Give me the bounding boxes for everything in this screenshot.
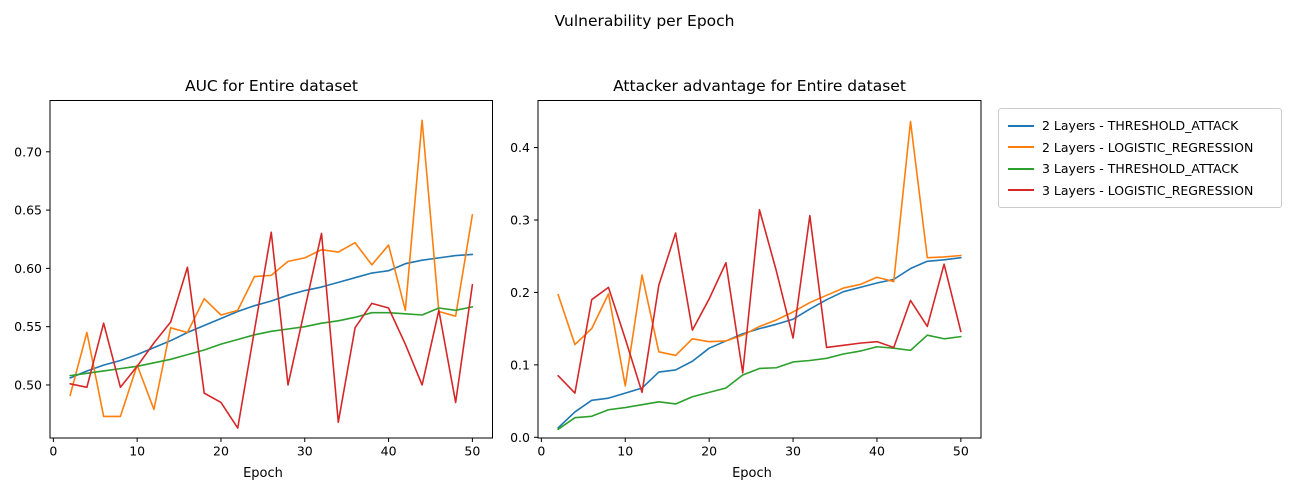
legend-line-swatch [1008, 146, 1034, 149]
legend-item-label: 3 Layers - THRESHOLD_ATTACK [1042, 161, 1239, 177]
x-tick-label: 10 [129, 444, 145, 459]
x-tick-label: 50 [464, 444, 480, 459]
legend-item: 3 Layers - THRESHOLD_ATTACK [1008, 158, 1273, 180]
y-tick-label: 0.1 [510, 357, 530, 372]
y-tick-label: 0.2 [510, 285, 530, 300]
series-line-2-layers-logistic-regression [69, 119, 474, 418]
auc-xaxis-label: Epoch [243, 466, 283, 481]
legend-item-label: 2 Layers - LOGISTIC_REGRESSION [1042, 139, 1254, 155]
plot-border [49, 100, 493, 439]
series-line-3-layers-threshold-attack [69, 306, 474, 377]
series-line-2-layers-threshold-attack [69, 253, 474, 379]
y-tick-label: 0.55 [14, 319, 42, 334]
series-line-3-layers-logistic-regression [557, 209, 962, 394]
y-tick-label: 0.4 [510, 140, 530, 155]
x-tick-label: 30 [785, 444, 801, 459]
legend: 2 Layers - THRESHOLD_ATTACK 2 Layers - L… [998, 108, 1282, 208]
legend-item-label: 2 Layers - THRESHOLD_ATTACK [1042, 118, 1239, 134]
legend-line-swatch [1008, 189, 1034, 192]
series-line-2-layers-threshold-attack [557, 256, 962, 429]
x-tick-label: 20 [701, 444, 717, 459]
y-tick-label: 0.0 [510, 430, 530, 445]
x-tick-label: 0 [537, 444, 545, 459]
series-line-3-layers-logistic-regression [69, 231, 474, 429]
figure-suptitle: Vulnerability per Epoch [554, 12, 735, 30]
x-tick-label: 50 [953, 444, 969, 459]
y-tick-label: 0.60 [14, 261, 42, 276]
legend-item: 3 Layers - LOGISTIC_REGRESSION [1008, 180, 1273, 202]
legend-line-swatch [1008, 167, 1034, 170]
auc-chart-title: AUC for Entire dataset [184, 77, 359, 95]
advantage-xaxis-label: Epoch [732, 466, 772, 481]
x-tick-label: 30 [297, 444, 313, 459]
y-tick-label: 0.65 [14, 203, 42, 218]
x-tick-label: 40 [869, 444, 885, 459]
legend-item: 2 Layers - LOGISTIC_REGRESSION [1008, 137, 1273, 159]
advantage-chart-title: Attacker advantage for Entire dataset [613, 77, 906, 95]
y-tick-label: 0.70 [14, 144, 42, 159]
series-line-2-layers-logistic-regression [557, 120, 962, 387]
y-tick-label: 0.50 [14, 377, 42, 392]
legend-item: 2 Layers - THRESHOLD_ATTACK [1008, 115, 1273, 137]
x-tick-label: 0 [49, 444, 57, 459]
legend-item-label: 3 Layers - LOGISTIC_REGRESSION [1042, 182, 1254, 198]
x-tick-label: 40 [381, 444, 397, 459]
x-tick-label: 20 [213, 444, 229, 459]
y-tick-label: 0.3 [510, 213, 530, 228]
legend-line-swatch [1008, 124, 1034, 127]
plot-border [537, 100, 982, 439]
x-tick-label: 10 [617, 444, 633, 459]
